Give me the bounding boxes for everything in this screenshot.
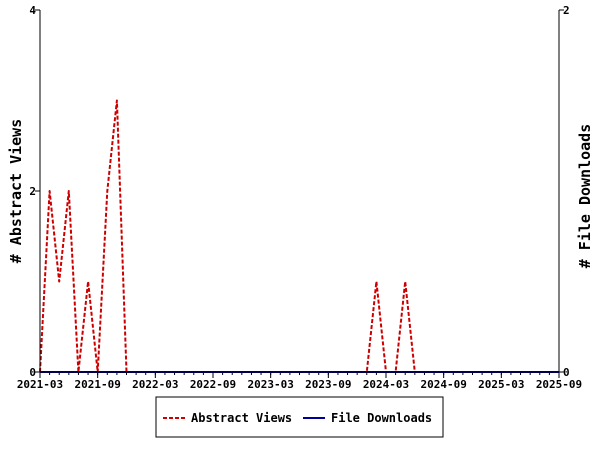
x-tick-label: 2022-09 — [190, 378, 236, 391]
x-tick-label: 2024-09 — [420, 378, 466, 391]
y-right-tick-label: 0 — [563, 366, 570, 379]
legend: Abstract Views File Downloads — [155, 396, 444, 438]
y-axis-left-title: # Abstract Views — [7, 119, 25, 264]
y-right-tick-label: 2 — [563, 4, 570, 17]
series-layer — [39, 99, 559, 373]
x-tick-label: 2021-03 — [17, 378, 63, 391]
y-axis-right: 02 — [559, 4, 570, 379]
y-axis-right-title: # File Downloads — [576, 124, 594, 269]
x-tick-label: 2023-03 — [247, 378, 293, 391]
legend-box — [155, 396, 444, 438]
x-tick-label: 2024-03 — [363, 378, 409, 391]
y-left-tick-label: 0 — [29, 366, 36, 379]
x-tick-label: 2023-09 — [305, 378, 351, 391]
y-axis-left: 0 2 4 — [29, 4, 40, 379]
x-tick-label: 2022-03 — [132, 378, 178, 391]
legend-label-file-downloads: File Downloads — [331, 411, 432, 425]
plot-frame — [39, 10, 560, 373]
legend-label-abstract-views: Abstract Views — [191, 411, 292, 425]
x-axis-tick-labels: 2021-03 2021-09 2022-03 2022-09 2023-03 2023-… — [17, 378, 582, 391]
y-left-tick-label: 4 — [29, 4, 36, 17]
y-left-tick-label: 2 — [29, 185, 36, 198]
x-tick-label: 2021-09 — [74, 378, 120, 391]
x-tick-label: 2025-09 — [536, 378, 582, 391]
series-line-abstract-views — [39, 99, 416, 373]
x-tick-label: 2025-03 — [478, 378, 524, 391]
